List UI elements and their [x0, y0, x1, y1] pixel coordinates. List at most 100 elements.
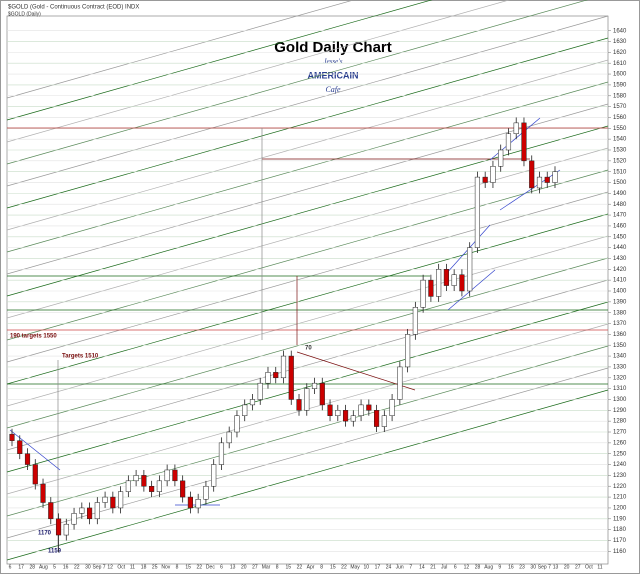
y-tick-label: 1300	[613, 397, 627, 403]
candle-body	[552, 171, 558, 183]
fan-line	[6, 0, 433, 121]
y-tick-label: 1380	[613, 310, 627, 316]
candle-body	[366, 404, 372, 411]
y-tick-label: 1610	[613, 61, 627, 67]
logo: Jesse's AMERICAIN Cafe	[308, 58, 359, 94]
y-tick-label: 1410	[613, 278, 627, 284]
x-tick-label: 7	[409, 564, 412, 570]
y-tick-label: 1330	[613, 365, 627, 371]
chart-title: Gold Daily Chart	[274, 39, 392, 56]
y-tick-label: 1440	[613, 245, 627, 251]
candle-body	[521, 122, 527, 162]
candle-body	[234, 415, 240, 433]
fan-line	[6, 279, 609, 451]
candle-body	[40, 483, 46, 503]
candle-body	[420, 279, 426, 308]
y-tick-label: 1290	[613, 408, 627, 414]
y-tick-label: 1460	[613, 223, 627, 229]
candle-body	[164, 469, 170, 482]
candle-body	[156, 480, 162, 492]
x-tick-label: 16	[508, 564, 514, 570]
channel-line	[9, 429, 61, 471]
candle-body	[513, 122, 519, 134]
subheader: $GOLD (Daily)	[8, 11, 41, 17]
candle-body	[48, 502, 54, 520]
y-tick-label: 1340	[613, 354, 627, 360]
x-tick-label: 5	[53, 564, 56, 570]
y-tick-label: 1530	[613, 148, 627, 154]
fan-line	[6, 345, 609, 517]
candle-body	[350, 415, 356, 422]
y-tick-label: 1570	[613, 104, 627, 110]
y-tick-label: 1470	[613, 213, 627, 219]
y-tick-label: 1630	[613, 39, 627, 45]
y-tick-label: 1600	[613, 72, 627, 78]
y-tick-label: 1510	[613, 169, 627, 175]
annotation: Targets 1510	[62, 354, 99, 360]
y-tick-label: 1420	[613, 267, 627, 273]
fan-line	[6, 125, 609, 297]
y-tick-label: 1400	[613, 289, 627, 295]
candle-body	[249, 399, 256, 406]
x-tick-label: Aug	[484, 564, 493, 570]
fan-line	[6, 15, 609, 187]
candle-body	[451, 274, 457, 286]
x-tick-label: 16	[63, 564, 69, 570]
x-tick-label: Mar	[262, 564, 271, 570]
candle-body	[482, 176, 488, 183]
y-tick-label: 1620	[613, 50, 627, 56]
candle-body	[296, 399, 302, 411]
y-tick-label: 1430	[613, 256, 627, 262]
candle-body	[459, 274, 465, 292]
annotation: 70	[305, 346, 312, 352]
logo-text: AMERICAIN	[308, 70, 359, 80]
candle-body	[381, 415, 387, 427]
candle-body	[311, 382, 318, 389]
x-tick-label: Oct	[585, 564, 593, 570]
x-tick-label: 12	[464, 564, 470, 570]
candle-body	[32, 464, 38, 485]
candle-body	[110, 496, 116, 509]
x-tick-label: 11	[130, 564, 135, 570]
candle-body	[335, 410, 341, 416]
candle-body	[149, 485, 155, 492]
x-tick-label: 6	[9, 564, 12, 570]
candle-body	[498, 149, 504, 167]
y-tick-label: 1390	[613, 299, 627, 305]
y-tick-label: 1520	[613, 158, 627, 164]
x-tick-label: 22	[341, 564, 347, 570]
candle-body	[17, 440, 23, 454]
y-tick-label: 1370	[613, 321, 627, 327]
fan-line	[6, 0, 355, 99]
fan-line	[6, 213, 609, 385]
y-tick-label: 1230	[613, 473, 627, 479]
candle-body	[443, 269, 449, 286]
x-tick-label: 27	[575, 564, 581, 570]
y-tick-label: 1240	[613, 462, 627, 468]
x-tick-label: 11	[597, 564, 602, 570]
candle-body	[195, 499, 201, 509]
candle-body	[9, 433, 15, 441]
plot-frame	[6, 15, 609, 565]
candle-body	[203, 485, 209, 500]
x-tick-label: 14	[419, 564, 425, 570]
fan-line	[6, 37, 609, 209]
candle-body	[428, 279, 434, 297]
candle-body	[63, 523, 69, 536]
x-tick-label: 30	[85, 564, 91, 570]
x-tick-label: 18	[141, 564, 147, 570]
candle-body	[474, 176, 481, 248]
x-tick-label: Sep 7	[538, 564, 551, 570]
candle-body	[257, 382, 263, 400]
trend-line	[296, 351, 416, 391]
candle-body	[327, 404, 333, 416]
candle-body	[71, 513, 77, 525]
fan-line	[6, 0, 589, 165]
y-tick-label: 1320	[613, 375, 627, 381]
candle-body	[536, 176, 543, 189]
candle-body	[436, 269, 442, 297]
candle-body	[133, 475, 139, 482]
y-tick-label: 1580	[613, 93, 627, 99]
